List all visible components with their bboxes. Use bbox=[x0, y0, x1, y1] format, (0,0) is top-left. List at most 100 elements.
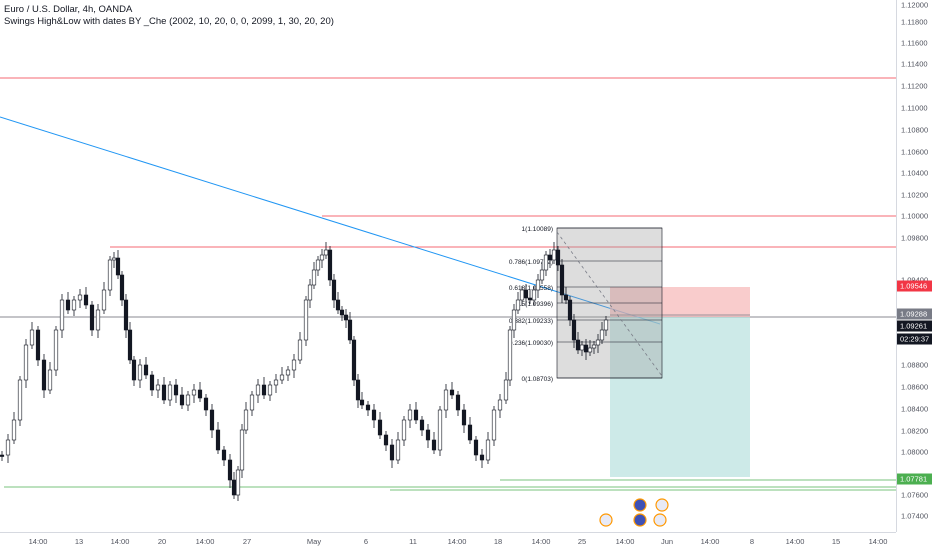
fib-level-label: 0.382(1.09233) bbox=[509, 318, 553, 325]
candle-body bbox=[479, 454, 485, 461]
time-tick-label: 14:00 bbox=[868, 537, 888, 546]
price-tick-label: 1.07600 bbox=[901, 490, 929, 500]
price-chart[interactable]: 1(1.10089) 0.786(1.09792) 0.618(1.09558) 0.… bbox=[0, 0, 896, 532]
candle-body bbox=[221, 449, 227, 461]
trend-line bbox=[0, 116, 661, 325]
price-tick-label: 1.08200 bbox=[901, 426, 929, 436]
price-tick-label: 1.11800 bbox=[901, 17, 928, 27]
candle-body bbox=[389, 444, 395, 461]
candle-body bbox=[131, 359, 137, 381]
candle-body bbox=[115, 257, 121, 276]
candle-body bbox=[535, 279, 541, 291]
candle-body bbox=[203, 397, 209, 411]
stop-loss-zone bbox=[610, 287, 750, 317]
time-tick-label: Jun bbox=[660, 537, 674, 546]
candle-body bbox=[425, 429, 431, 441]
time-tick-label: 15 bbox=[831, 537, 841, 546]
candle-body bbox=[343, 314, 349, 321]
candle-body bbox=[143, 364, 149, 376]
time-tick-label: 14:00 bbox=[700, 537, 720, 546]
candle-body bbox=[243, 409, 249, 431]
candle-body bbox=[413, 409, 419, 421]
candle-body bbox=[29, 329, 35, 346]
candle-body bbox=[491, 409, 497, 441]
eu-flag-icon bbox=[633, 513, 647, 527]
candle-body bbox=[503, 379, 509, 401]
candle-body bbox=[519, 289, 525, 301]
indicator-title[interactable]: Swings High&Low with dates BY _Che (2002… bbox=[4, 16, 334, 27]
price-tick-label: 1.08000 bbox=[901, 447, 929, 457]
candle-body bbox=[255, 384, 261, 396]
candle-body bbox=[347, 319, 353, 341]
candle-body bbox=[467, 424, 473, 441]
candle-body bbox=[215, 429, 221, 451]
candle-body bbox=[449, 389, 455, 396]
candle-body bbox=[575, 339, 581, 351]
chart-legend: Euro / U.S. Dollar, 4h, OANDA Swings Hig… bbox=[4, 4, 334, 28]
chart-plot-area[interactable]: 1(1.10089) 0.786(1.09792) 0.618(1.09558) 0.… bbox=[0, 0, 896, 532]
candle-body bbox=[155, 384, 161, 391]
candle-body bbox=[583, 344, 589, 353]
us-flag-icon bbox=[655, 498, 669, 512]
candle-body bbox=[191, 389, 197, 396]
candle-body bbox=[227, 459, 233, 481]
candle-body bbox=[507, 329, 513, 381]
candle-body bbox=[473, 439, 479, 456]
candle-body bbox=[11, 419, 17, 441]
fib-level-label: 0.5(1.09396) bbox=[516, 301, 553, 308]
candle-body bbox=[587, 347, 593, 353]
fib-level-label: 0.786(1.09792) bbox=[509, 259, 553, 266]
candle-body bbox=[261, 384, 267, 396]
target-price-badge: 1.07781 bbox=[897, 473, 932, 485]
time-tick-label: 14:00 bbox=[531, 537, 551, 546]
price-axis[interactable]: 1.12000 1.11800 1.11600 1.11400 1.11200 1.110… bbox=[896, 0, 932, 532]
time-tick-label: 14:00 bbox=[195, 537, 215, 546]
candle-body bbox=[603, 319, 609, 331]
candle-body bbox=[231, 479, 237, 496]
candle-body bbox=[383, 434, 389, 446]
candle-body bbox=[71, 299, 77, 311]
time-tick-label: 8 bbox=[749, 537, 755, 546]
time-tick-label: 14:00 bbox=[785, 537, 805, 546]
candle-body bbox=[319, 254, 325, 261]
candle-body bbox=[599, 329, 605, 341]
symbol-title[interactable]: Euro / U.S. Dollar, 4h, OANDA bbox=[4, 4, 133, 15]
time-tick-label: 14:00 bbox=[110, 537, 130, 546]
candle-body bbox=[209, 409, 215, 431]
candle-body bbox=[311, 269, 317, 286]
candle-body bbox=[355, 379, 361, 401]
us-flag-icon bbox=[599, 513, 613, 527]
candle-body bbox=[185, 394, 191, 406]
candle-body bbox=[431, 439, 437, 451]
fib-level-label: 1(1.10089) bbox=[522, 226, 553, 233]
price-tick-label: 1.11200 bbox=[901, 81, 928, 91]
candle-body bbox=[161, 384, 167, 401]
candle-body bbox=[543, 254, 549, 271]
candle-body bbox=[303, 299, 309, 341]
candle-body bbox=[527, 297, 533, 301]
candle-body bbox=[35, 329, 41, 361]
candle-body bbox=[235, 469, 241, 496]
candle-body bbox=[279, 374, 285, 381]
candle-body bbox=[327, 249, 333, 281]
price-tick-label: 1.11600 bbox=[901, 38, 928, 48]
time-tick-label: 18 bbox=[493, 537, 503, 546]
candle-body bbox=[371, 409, 377, 421]
price-tick-label: 1.11400 bbox=[901, 59, 928, 69]
candle-body bbox=[571, 319, 577, 341]
candle-body bbox=[531, 289, 537, 301]
candle-body bbox=[591, 344, 597, 349]
price-tick-label: 1.12000 bbox=[901, 0, 929, 10]
candle-body bbox=[395, 439, 401, 461]
candle-body bbox=[111, 257, 117, 261]
candle-body bbox=[5, 439, 11, 456]
candle-body bbox=[315, 259, 321, 271]
candle-body bbox=[567, 299, 573, 321]
candle-body bbox=[65, 299, 71, 311]
fib-level-label: 0(1.08703) bbox=[522, 376, 553, 383]
candle-body bbox=[485, 439, 491, 461]
price-tick-label: 1.10400 bbox=[901, 168, 929, 178]
price-tick-label: 1.09400 bbox=[901, 276, 928, 285]
candle-body bbox=[137, 364, 143, 381]
time-axis[interactable]: 14:00 13 14:00 20 14:00 27 May 6 11 14:00 18 14:00 2… bbox=[0, 532, 896, 551]
